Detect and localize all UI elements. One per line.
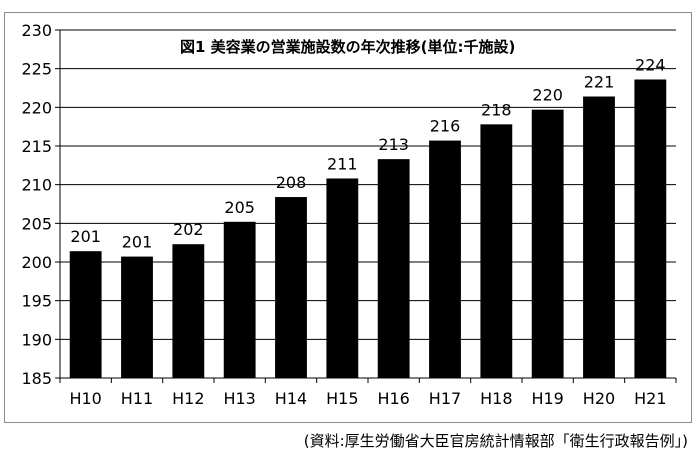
x-tick-label: H12 — [172, 389, 204, 408]
data-label: 201 — [70, 227, 101, 246]
x-tick-label: H17 — [429, 389, 461, 408]
gridlines — [60, 29, 676, 340]
bars — [69, 79, 667, 379]
x-tick-label: H21 — [634, 389, 666, 408]
x-tick-label: H10 — [69, 389, 101, 408]
source-note: (資料:厚生労働省大臣官房統計情報部「衛生行政報告例」) — [303, 432, 688, 450]
x-tick-labels: H10 H11 H12 H13 H14 H15 H16 H17 H18 H19 H20 H21 — [69, 389, 666, 408]
bar-h20 — [583, 96, 615, 379]
bar-h10 — [69, 251, 102, 378]
bar-h12 — [172, 244, 205, 378]
data-label: 224 — [635, 55, 666, 74]
data-label: 221 — [584, 73, 615, 92]
y-tick-label: 185 — [21, 369, 52, 388]
y-tick-label: 225 — [21, 60, 52, 79]
chart-title: 図1 美容業の営業施設数の年次推移(単位:千施設) — [180, 38, 516, 56]
y-tick-labels: 185 190 195 200 205 210 215 220 225 230 — [21, 21, 52, 388]
bar-h11 — [121, 256, 153, 378]
data-label: 208 — [276, 173, 307, 192]
y-tick-label: 210 — [21, 176, 52, 195]
x-tick-label: H15 — [326, 389, 358, 408]
x-tick-label: H14 — [275, 389, 307, 408]
y-tick-label: 215 — [21, 137, 52, 156]
y-tick-label: 230 — [21, 21, 52, 40]
data-label: 218 — [481, 100, 512, 119]
bar-h16 — [377, 159, 410, 378]
bar-h18 — [480, 124, 513, 378]
bar-h14 — [275, 197, 307, 378]
bar-h13 — [223, 221, 256, 378]
x-tick-label: H11 — [121, 389, 153, 408]
data-label: 216 — [430, 117, 461, 136]
bar-h21 — [634, 79, 667, 378]
data-label: 220 — [532, 86, 563, 105]
x-tick-label: H18 — [480, 389, 512, 408]
y-tick-label: 200 — [21, 253, 52, 272]
bar-h19 — [531, 109, 564, 379]
data-label: 202 — [173, 220, 204, 239]
x-tick-label: H19 — [531, 389, 563, 408]
x-tick-label: H16 — [377, 389, 409, 408]
data-label: 205 — [224, 198, 255, 217]
y-tick-label: 195 — [21, 292, 52, 311]
bar-h15 — [326, 178, 359, 378]
bar-h17 — [429, 140, 461, 378]
data-label: 213 — [378, 135, 409, 154]
data-label: 211 — [327, 154, 358, 173]
x-tick-label: H13 — [223, 389, 255, 408]
axes — [55, 29, 677, 383]
data-label: 201 — [122, 233, 153, 252]
chart-frame — [4, 12, 692, 423]
data-labels: 201 201 202 205 208 211 213 216 218 220 221 224 — [70, 55, 665, 251]
y-tick-label: 190 — [21, 330, 52, 349]
y-tick-label: 205 — [21, 214, 52, 233]
x-tick-label: H20 — [583, 389, 615, 408]
y-tick-label: 220 — [21, 98, 52, 117]
